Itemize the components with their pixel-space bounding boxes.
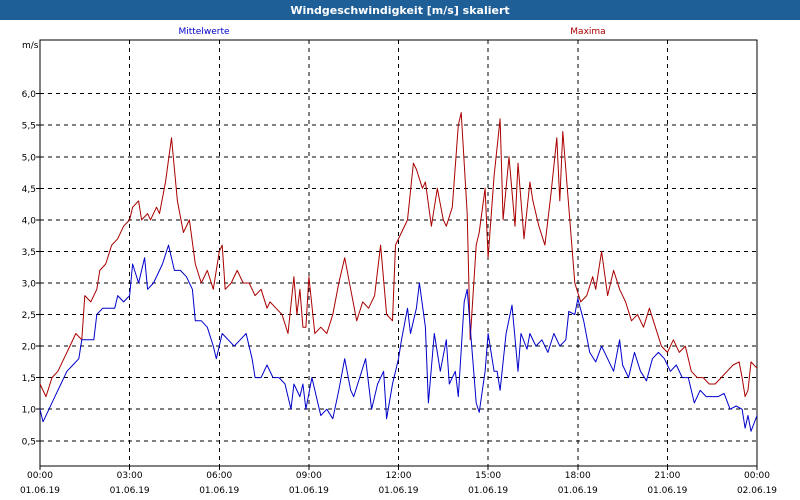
x-tick-time-label: 06:00 (206, 471, 232, 481)
x-tick-date-label: 01.06.19 (468, 486, 508, 496)
y-tick-label: 5,0 (22, 153, 37, 163)
label-layer: 0,5 1,0 1,5 2,0 2,5 3,0 3,5 4,0 4,5 5,0 5,5 6,0 m/s 0… (20, 27, 777, 496)
window-titlebar: Windgeschwindigkeit [m/s] skaliert (0, 0, 800, 20)
x-tick-date-label: 01.06.19 (289, 486, 329, 496)
x-tick-date-label: 01.06.19 (378, 486, 418, 496)
x-tick-date-label: 01.06.19 (20, 486, 60, 496)
y-tick-label: 3,0 (22, 279, 37, 289)
y-tick-label: 4,5 (22, 185, 36, 195)
x-tick-time-label: 12:00 (386, 471, 412, 481)
x-tick-time-label: 03:00 (117, 471, 143, 481)
x-tick-time-label: 21:00 (654, 471, 680, 481)
y-tick-label: 6,0 (22, 90, 37, 100)
x-tick-date-label: 01.06.19 (558, 486, 598, 496)
x-tick-time-label: 00:00 (27, 471, 53, 481)
legend-label-maxima: Maxima (570, 27, 605, 37)
y-tick-label: 1,5 (22, 374, 36, 384)
y-axis-unit: m/s (22, 41, 39, 51)
series-layer (39, 112, 758, 432)
y-tick-label: 2,5 (22, 311, 36, 321)
y-tick-label: 0,5 (22, 437, 36, 447)
y-tick-label: 5,5 (22, 122, 36, 132)
y-tick-label: 3,5 (22, 248, 36, 258)
x-tick-time-label: 18:00 (565, 471, 591, 481)
y-tick-label: 4,0 (22, 216, 37, 226)
series-line-maxima (39, 112, 758, 398)
axis-layer (36, 39, 758, 470)
x-tick-date-label: 01.06.19 (647, 486, 687, 496)
y-tick-label: 2,0 (22, 343, 37, 353)
x-tick-time-label: 15:00 (475, 471, 501, 481)
x-tick-date-label: 02.06.19 (737, 486, 777, 496)
series-line-mittelwerte (39, 244, 758, 432)
window-title: Windgeschwindigkeit [m/s] skaliert (290, 3, 510, 17)
x-tick-date-label: 01.06.19 (199, 486, 239, 496)
legend-label-mittelwerte: Mittelwerte (178, 27, 229, 37)
x-tick-date-label: 01.06.19 (110, 486, 150, 496)
x-tick-time-label: 00:00 (744, 471, 770, 481)
grid-layer (40, 40, 757, 466)
y-tick-label: 1,0 (22, 406, 37, 416)
x-tick-time-label: 09:00 (296, 471, 322, 481)
